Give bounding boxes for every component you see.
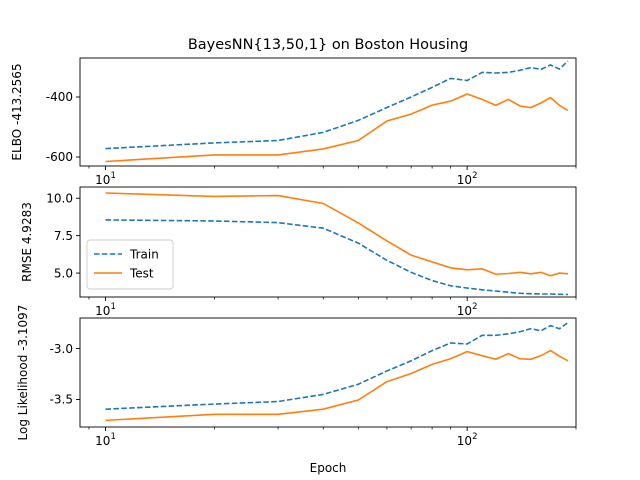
rmse-y-axis-label: RMSE 4.9283 <box>20 202 34 282</box>
tick-exponent: 1 <box>110 171 115 181</box>
tick-base: 10 <box>95 304 110 318</box>
elbo-axes-frame <box>79 57 577 167</box>
elbo-y-tick-label: -400 <box>46 90 73 104</box>
loglik-series-train <box>105 321 569 410</box>
x-axis-label: Epoch <box>310 461 347 475</box>
tick-exponent: 1 <box>110 432 115 442</box>
loglik-axes-frame <box>79 317 577 428</box>
elbo-series-train <box>105 60 569 150</box>
tick-exponent: 1 <box>110 302 115 312</box>
rmse-y-tick-label: 10.0 <box>46 191 73 205</box>
elbo-series-test <box>105 93 569 163</box>
loglik-x-tick-label: 101 <box>95 432 116 448</box>
rmse-axes-frame <box>79 186 577 298</box>
tick-base: 10 <box>457 173 472 187</box>
tick-base: 10 <box>457 434 472 448</box>
tick-base: 10 <box>457 304 472 318</box>
elbo-x-tick-label: 101 <box>95 171 116 187</box>
tick-base: 10 <box>95 173 110 187</box>
tick-exponent: 2 <box>472 171 477 181</box>
rmse-series-test <box>105 192 569 277</box>
legend-label-test: Test <box>129 267 154 281</box>
tick-exponent: 2 <box>472 432 477 442</box>
chart-title: BayesNN{13,50,1} on Boston Housing <box>188 37 468 53</box>
rmse-y-tick-label: 5.0 <box>54 266 73 280</box>
loglik-y-tick-label: -3.0 <box>50 342 73 356</box>
loglik-series-test <box>105 349 569 422</box>
loglik-y-tick-label: -3.5 <box>50 393 73 407</box>
rmse-x-tick-label: 101 <box>95 302 116 318</box>
legend-label-train: Train <box>129 248 159 262</box>
elbo-y-tick-label: -600 <box>46 150 73 164</box>
tick-exponent: 2 <box>472 302 477 312</box>
elbo-x-tick-label: 102 <box>457 171 478 187</box>
rmse-x-tick-label: 102 <box>457 302 478 318</box>
loglik-y-axis-label: Log Likelihood -3.1097 <box>16 305 30 441</box>
loglik-x-tick-label: 102 <box>457 432 478 448</box>
legend: Train Test <box>86 239 174 290</box>
legend-box <box>86 239 174 290</box>
rmse-series-train <box>105 219 568 296</box>
elbo-y-axis-label: ELBO -413.2565 <box>10 63 24 160</box>
rmse-y-tick-label: 7.5 <box>54 229 73 243</box>
tick-base: 10 <box>95 434 110 448</box>
